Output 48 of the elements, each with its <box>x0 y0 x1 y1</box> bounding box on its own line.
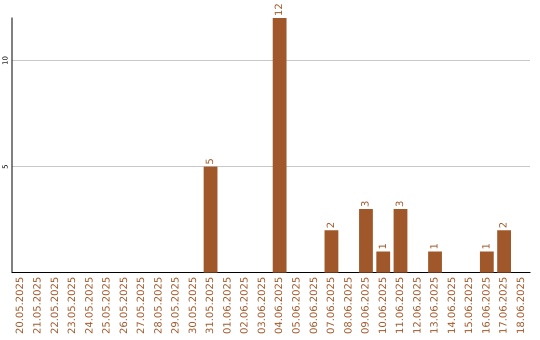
x-tick-label: 24.05.2025 <box>84 276 96 334</box>
x-tick-label: 11.06.2025 <box>395 276 406 334</box>
x-tick-label: 04.06.2025 <box>274 276 286 334</box>
x-tick-label: 26.05.2025 <box>118 276 130 334</box>
data-label: 1 <box>378 243 389 250</box>
data-label: 5 <box>205 158 216 165</box>
bar <box>480 252 494 273</box>
data-label: 3 <box>395 200 406 208</box>
data-label: 1 <box>430 243 441 250</box>
x-tick-label: 17.06.2025 <box>498 276 510 334</box>
x-tick-label: 20.05.2025 <box>15 276 26 334</box>
data-label: 3 <box>360 200 372 208</box>
data-label: 12 <box>274 3 286 16</box>
x-tick-label: 18.06.2025 <box>516 276 527 334</box>
x-tick-label: 12.06.2025 <box>412 276 424 334</box>
bar <box>394 209 408 273</box>
data-label: 1 <box>481 243 492 250</box>
x-tick-label: 05.06.2025 <box>291 276 302 334</box>
x-tick-label: 03.06.2025 <box>256 276 268 334</box>
x-tick-label: 07.06.2025 <box>326 276 338 334</box>
x-tick-label: 08.06.2025 <box>343 276 354 334</box>
x-tick-label: 02.06.2025 <box>240 276 251 334</box>
bar <box>204 166 218 273</box>
bar <box>324 230 338 273</box>
x-tick-label: 29.05.2025 <box>170 276 182 334</box>
bar <box>272 18 287 273</box>
bar <box>497 230 512 273</box>
x-tick-label: 23.05.2025 <box>67 276 78 334</box>
x-tick-label: 13.06.2025 <box>430 276 441 334</box>
x-tick-label: 31.05.2025 <box>205 276 216 334</box>
x-tick-label: 16.06.2025 <box>481 276 492 334</box>
x-tick-label: 27.05.2025 <box>136 276 148 334</box>
x-tick-label: 30.05.2025 <box>188 276 199 334</box>
bar <box>428 252 442 273</box>
x-tick-label: 28.05.2025 <box>153 276 164 334</box>
x-tick-label: 15.06.2025 <box>464 276 476 334</box>
x-tick-label: 25.05.2025 <box>102 276 113 334</box>
x-tick-label: 06.06.2025 <box>308 276 320 334</box>
x-tick-label: 09.06.2025 <box>360 276 372 334</box>
x-tick-label: 01.06.2025 <box>222 276 234 334</box>
x-tick-label: 14.06.2025 <box>446 276 458 334</box>
bar <box>376 252 390 273</box>
bar <box>359 209 373 273</box>
data-label: 2 <box>498 222 510 228</box>
x-tick-label: 22.05.2025 <box>50 276 61 334</box>
data-label: 2 <box>326 222 338 228</box>
x-tick-label: 10.06.2025 <box>378 276 389 334</box>
x-tick-label: 21.05.2025 <box>32 276 44 334</box>
